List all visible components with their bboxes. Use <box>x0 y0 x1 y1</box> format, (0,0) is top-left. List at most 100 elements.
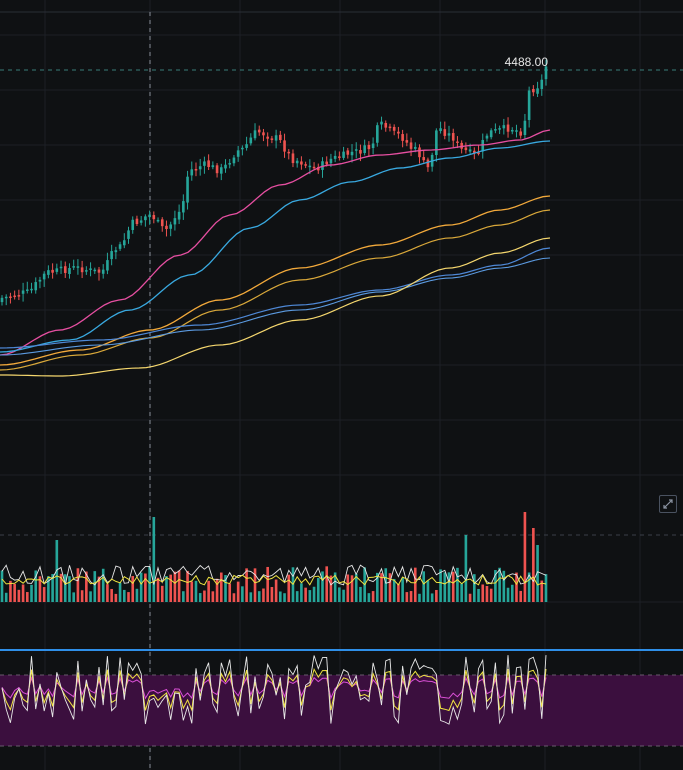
volume-bar <box>156 577 160 602</box>
volume-bar <box>25 592 29 602</box>
volume-bar <box>232 593 236 602</box>
volume-bar <box>110 588 113 602</box>
volume-bar <box>519 590 523 602</box>
volume-bar <box>350 575 354 602</box>
volume-bar <box>80 590 84 602</box>
volume-bar <box>253 568 257 602</box>
candle-body <box>266 136 269 139</box>
candle-body <box>194 169 198 171</box>
volume-bar <box>34 570 38 602</box>
candle-body <box>321 161 324 170</box>
volume-bar <box>443 572 447 602</box>
candle-body <box>413 146 417 149</box>
volume-bar <box>494 570 497 602</box>
volume-bar <box>139 572 143 602</box>
volume-bar <box>228 583 232 602</box>
volume-bar <box>148 566 151 602</box>
candle-body <box>279 134 282 141</box>
volume-bar <box>270 587 274 602</box>
candle-body <box>207 160 210 168</box>
candle-body <box>169 224 172 229</box>
volume-ma-yellow <box>1 574 547 586</box>
volume-bar <box>207 580 210 602</box>
volume-bar <box>532 528 535 602</box>
volume-bar <box>342 589 345 602</box>
volume-bar <box>435 589 438 602</box>
candle-body <box>47 270 50 275</box>
volume-bar <box>316 577 320 602</box>
candle-body <box>333 155 337 159</box>
candle-body <box>17 295 21 297</box>
candle-body <box>131 219 135 230</box>
candle-body <box>262 132 265 136</box>
candle-body <box>451 133 455 141</box>
volume-bar <box>388 573 392 602</box>
candle-body <box>409 142 413 149</box>
volume-bar <box>182 591 185 602</box>
volume-bar <box>0 570 4 602</box>
volume-bar <box>468 593 472 602</box>
volume-bar <box>249 592 253 602</box>
volume-bar <box>540 580 544 602</box>
candle-body <box>236 150 240 157</box>
candle-body <box>228 163 232 165</box>
candle-body <box>80 267 84 273</box>
volume-bar <box>13 583 16 602</box>
volume-bar <box>51 574 54 602</box>
volume-bar <box>536 545 539 602</box>
volume-bar <box>380 573 383 602</box>
volume-bar <box>118 582 122 602</box>
volume-bar <box>186 570 189 602</box>
fullscreen-corner-icon[interactable] <box>659 495 677 513</box>
candle-body <box>502 125 506 129</box>
candle-body <box>536 88 539 94</box>
candle-body <box>148 214 151 218</box>
volume-bar <box>198 593 202 602</box>
volume-bar <box>422 571 426 602</box>
candle-body <box>135 218 139 225</box>
candle-body <box>422 157 426 161</box>
volume-bar <box>135 588 139 602</box>
candle-body <box>489 130 493 138</box>
ma-line-cyan <box>0 140 551 353</box>
candle-body <box>300 161 303 165</box>
candle-body <box>114 250 118 253</box>
volume-bar <box>93 571 97 602</box>
candle-body <box>392 126 396 131</box>
candle-body <box>494 129 497 131</box>
candle-body <box>215 165 219 174</box>
candle-body <box>544 66 548 80</box>
candle-body <box>110 251 113 260</box>
volume-bar <box>329 575 333 602</box>
candle-body <box>198 166 202 170</box>
candle-body <box>118 244 122 249</box>
candle-body <box>316 167 320 171</box>
volume-bar <box>489 588 493 602</box>
ma-line-blue <box>0 247 551 349</box>
volume-bar <box>312 586 316 602</box>
candle-body <box>190 169 194 176</box>
volume-bar <box>376 572 379 602</box>
candle-body <box>4 296 8 299</box>
volume-bar <box>38 576 42 602</box>
candle-body <box>443 129 447 136</box>
candle-body <box>59 266 63 269</box>
candle-body <box>350 151 354 156</box>
candle-body <box>439 128 442 132</box>
volume-bar <box>485 586 489 602</box>
volume-bar <box>47 576 50 602</box>
volume-bar <box>439 569 442 602</box>
volume-bar <box>114 593 118 602</box>
candle-body <box>342 151 345 158</box>
volume-bar <box>456 567 459 602</box>
ma-line-yellow <box>0 237 551 377</box>
candle-body <box>38 279 42 282</box>
candle-body <box>72 266 75 268</box>
volume-bar <box>63 574 67 602</box>
volume-bar <box>426 580 430 602</box>
candle-body <box>418 147 421 158</box>
candle-body <box>241 147 244 150</box>
volume-bar <box>523 512 527 602</box>
